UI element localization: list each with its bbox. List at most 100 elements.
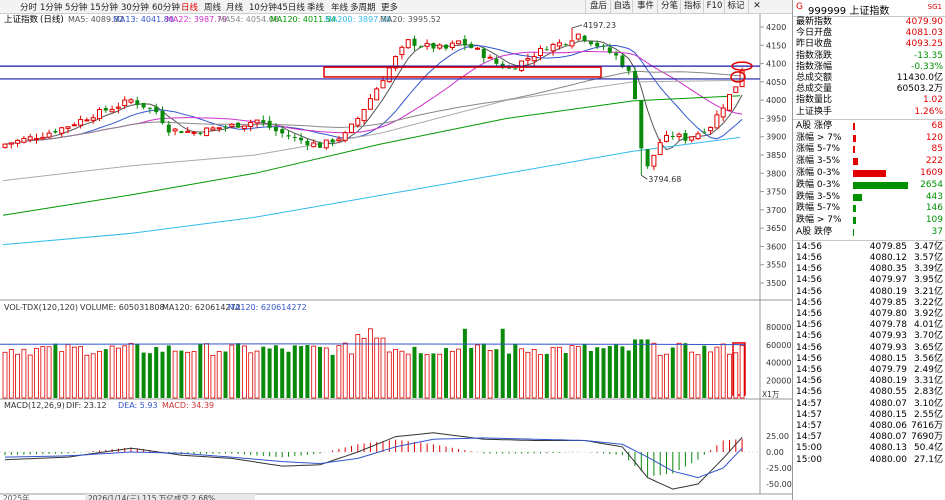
tick-amount: 3.57亿 [913,253,943,263]
tick-time: 14:56 [796,264,822,275]
toolbar-button[interactable]: 标记 [724,0,747,13]
toolbar-button[interactable]: F10 [703,0,725,13]
volume-unit-label: X1万 [762,390,780,399]
timeframe-tab[interactable]: 分时 [20,3,38,13]
candle [412,35,417,51]
timeframe-tab[interactable]: 周线 [204,3,222,13]
chart-labels: 4197.23 3794.68 上证指数 (日线) MA5: 4089.32MA13: … [3,14,681,500]
volume-bar [241,345,247,399]
breadth-value: 68 [931,120,943,131]
candle [204,127,210,137]
candle [135,96,140,109]
timeframe-tab[interactable]: 多周期 [350,3,376,13]
breadth-value: 146 [925,203,943,214]
volume-bar [487,349,493,399]
volume-bar [393,348,399,399]
tick-price: 4080.00 [869,454,907,465]
volume-bar [90,353,96,399]
timeframe-tab[interactable]: 30分钟 [121,3,149,13]
volume-bar [330,354,335,398]
volume-legend-item: MA120: 620614272 [228,303,307,312]
macd-indicator[interactable] [0,432,760,490]
tick-row: 14:56 4079.78 4.01亿 [793,320,945,331]
candle [614,50,619,60]
stat-row: 指数涨跌 -13.35 [793,51,945,62]
timeframe-tab[interactable]: 60分钟 [152,3,180,13]
price-axis-label: 3550 [766,261,786,270]
toolbar-button[interactable]: 事件 [632,0,658,13]
ma120-line [2,95,741,216]
tick-amount: 3.65亿 [913,342,943,353]
volume-bar [601,348,606,398]
stat-label: 指数量比 [796,95,833,106]
toolbar-button[interactable]: 盘后 [585,0,611,13]
volume-bars[interactable] [0,328,746,399]
breadth-value: 222 [925,156,943,167]
stat-row: 总成交量 60503.2万 [793,84,945,95]
tick-row: 14:56 4079.93 3.70亿 [793,331,945,342]
legend-title: 上证指数 [4,14,39,25]
timeframe-tab[interactable]: 15分钟 [90,3,118,13]
toolbar-button[interactable]: 自选 [610,0,633,13]
stat-label: 上证换手 [796,106,833,117]
candle [399,45,405,60]
volume-legend-item: MA120: 620614272 [162,303,241,312]
candle [185,127,191,133]
index-code: 999999 [808,6,847,17]
timeframe-tab[interactable]: 45日线 [277,3,305,13]
sg-badge[interactable]: SG1 [927,3,942,11]
high-label: 4197.23 [583,21,616,30]
candle [65,126,71,134]
breadth-label: 跌幅 0-3% [796,179,841,190]
volume-bar [128,342,134,399]
group-icon[interactable]: G [796,2,803,12]
volume-bar [160,351,165,398]
volume-bar [557,346,562,399]
toolbar-button[interactable]: 分笔 [657,0,681,13]
volume-bar [135,344,140,398]
tick-row: 14:56 4080.55 2.83亿 [793,387,945,398]
candle [727,94,732,112]
close-icon[interactable]: ✕ [748,0,765,13]
candle [160,106,165,125]
tick-price: 4079.93 [869,342,907,353]
candle [53,128,58,134]
timeframe-tab[interactable]: 10分钟 [249,3,277,13]
volume-bar [361,337,367,399]
candle [720,104,726,122]
volume-bar [280,348,285,398]
breadth-row: 涨幅 > 7% 120 [793,133,945,144]
breadth-row: 跌幅 5-7% 146 [793,203,945,214]
candle [449,40,455,51]
timeframe-tab[interactable]: 年线 [331,3,349,13]
timeframe-tab[interactable]: 更多 [381,3,399,13]
tick-price: 4080.12 [869,253,907,263]
tick-amount: 4.01亿 [913,320,943,331]
timeframe-tab[interactable]: 5分钟 [65,3,88,13]
volume-bar [550,347,556,399]
timeframe-tab[interactable]: 季线 [307,3,325,13]
volume-bar [424,354,430,399]
timeframe-tab[interactable]: 1分钟 [40,3,63,13]
candlesticks[interactable] [2,28,745,176]
volume-legend-item: VOLUME: 605031808 [80,303,165,312]
breadth-bar [853,146,855,154]
tick-row: 14:57 4080.06 7616万 [793,421,945,432]
volume-bar [254,350,260,399]
stat-value: 1.02 [922,95,943,106]
volume-bar [65,344,71,399]
volume-legend-item: VOL-TDX(120,120) [4,303,78,312]
tick-row: 15:00 4080.13 50.4亿 [793,443,945,454]
volume-bar [657,354,663,399]
volume-bar [336,345,342,399]
kline-chart[interactable]: 4200 4150 4100 4050 4000 3950 3900 3850 3800 3750… [0,0,792,500]
timeframe-tab[interactable]: 日线 [181,3,199,13]
tick-time: 14:56 [796,365,822,375]
candle [525,53,531,65]
toolbar-button[interactable]: 指标 [680,0,704,13]
volume-bar [676,342,682,399]
timeframe-tab[interactable]: 月线 [226,3,244,13]
volume-bar [97,350,102,399]
volume-bar [229,344,235,399]
